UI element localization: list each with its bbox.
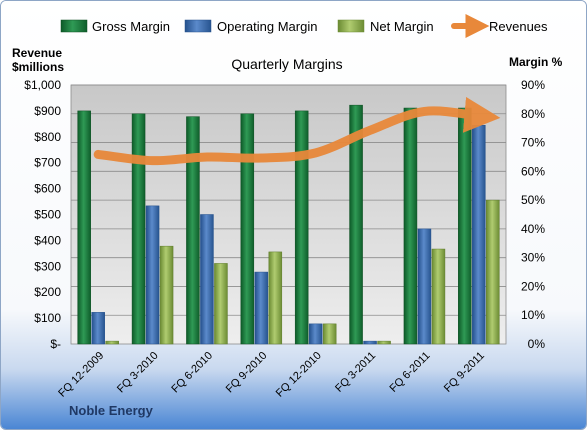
- gross-margin-bar: [458, 107, 472, 345]
- revenue-line-layer: [93, 96, 501, 166]
- operating-margin-bar: [308, 323, 323, 345]
- left-tick-label: $900: [34, 104, 61, 118]
- legend-label-gross-margin: Gross Margin: [92, 19, 170, 34]
- gross-margin-bar: [77, 110, 91, 345]
- company-name: Noble Energy: [69, 403, 154, 418]
- gross-margin-bar: [403, 107, 418, 345]
- left-tick-label: $800: [34, 130, 61, 144]
- left-axis-title-line2: $millions: [12, 60, 64, 74]
- right-tick-label: 70%: [521, 136, 545, 150]
- revenues-line: [93, 96, 501, 166]
- right-tick-label: 60%: [521, 164, 545, 178]
- net-margin-bar: [431, 248, 446, 345]
- right-axis-ticks: 0% 10% 20% 30% 40% 50% 60% 70% 80% 90%: [521, 78, 545, 351]
- legend: Gross Margin Operating Margin Net Margin…: [60, 14, 548, 38]
- net-margin-bar: [268, 251, 283, 345]
- plot-border: [70, 84, 507, 345]
- net-margin-bar: [159, 245, 174, 345]
- right-tick-label: 90%: [521, 78, 545, 92]
- right-tick-label: 50%: [521, 193, 545, 207]
- operating-margin-bar: [254, 271, 269, 345]
- gross-margin-bar: [186, 116, 200, 345]
- gross-margin-bar: [131, 113, 146, 345]
- left-axis-title-line1: Revenue: [12, 46, 62, 60]
- chart-title: Quarterly Margins: [231, 56, 342, 72]
- gross-margin-bar: [294, 110, 309, 345]
- net-margin-bar: [322, 323, 337, 345]
- legend-label-operating-margin: Operating Margin: [217, 19, 317, 34]
- operating-margin-bar: [472, 125, 486, 345]
- operating-margin-bar: [91, 312, 105, 345]
- legend-swatch-gross-margin: [60, 19, 88, 33]
- left-axis-ticks: $- $100 $200 $300 $400 $500 $600 $700 $800 $900 $1…: [24, 78, 61, 351]
- operating-margin-bar: [200, 214, 214, 345]
- legend-swatch-operating-margin: [184, 19, 212, 33]
- right-tick-label: 10%: [521, 308, 545, 322]
- legend-label-revenues: Revenues: [489, 19, 548, 34]
- bars: [77, 104, 500, 345]
- net-margin-bar: [377, 340, 391, 345]
- net-margin-bar: [105, 340, 119, 345]
- right-tick-label: 80%: [521, 107, 545, 121]
- right-tick-label: 0%: [528, 337, 546, 351]
- left-tick-label: $300: [34, 259, 61, 273]
- left-tick-label: $500: [34, 208, 61, 222]
- legend-swatch-net-margin: [337, 19, 365, 33]
- right-tick-label: 30%: [521, 251, 545, 265]
- left-tick-label: $400: [34, 233, 61, 247]
- left-tick-label: $200: [34, 285, 61, 299]
- operating-margin-bar: [417, 228, 432, 345]
- left-tick-label: $700: [34, 156, 61, 170]
- legend-label-net-margin: Net Margin: [370, 19, 434, 34]
- left-tick-label: $100: [34, 311, 61, 325]
- operating-margin-bar: [145, 205, 160, 345]
- right-axis-title: Margin %: [509, 55, 563, 69]
- net-margin-bar: [214, 263, 228, 345]
- right-tick-label: 20%: [521, 279, 545, 293]
- left-tick-label: $-: [50, 337, 61, 351]
- left-tick-label: $1,000: [24, 78, 61, 92]
- gross-margin-bar: [349, 104, 363, 345]
- right-tick-label: 40%: [521, 222, 545, 236]
- gross-margin-bar: [240, 113, 255, 345]
- net-margin-bar: [486, 199, 500, 345]
- operating-margin-bar: [363, 340, 377, 345]
- left-tick-label: $600: [34, 182, 61, 196]
